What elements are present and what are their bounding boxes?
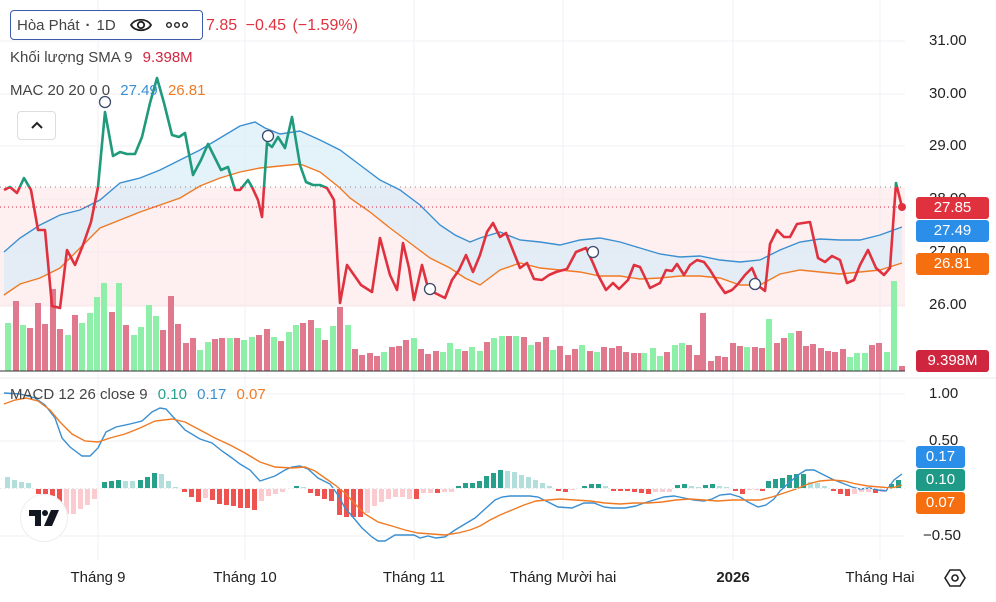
signal-line <box>3 397 903 536</box>
macd-legend-macd: 0.17 <box>197 386 227 403</box>
mac-upper-tag: 27.49 <box>916 220 989 242</box>
mac-legend-upper: 27.49 <box>120 82 158 99</box>
event-marker <box>423 282 437 296</box>
interval[interactable]: 1D <box>96 16 116 34</box>
event-marker <box>586 245 600 259</box>
price-change: −0.45 <box>245 17 287 34</box>
event-marker <box>98 95 112 109</box>
mac-upper-line <box>3 121 903 263</box>
hist-value-tag: 0.10 <box>916 469 965 491</box>
volume-tag: 9.398M <box>916 350 989 372</box>
more-horizontal-icon[interactable] <box>165 21 188 29</box>
time-label: Tháng Mười hai <box>509 569 617 586</box>
price-tick: 26.00 <box>929 296 967 313</box>
time-label: Tháng Hai <box>845 569 915 586</box>
event-markers <box>98 95 762 296</box>
macd-legend-hist: 0.10 <box>157 386 187 403</box>
time-label: Tháng 11 <box>382 569 446 586</box>
time-label-year: 2026 <box>716 569 750 586</box>
price-change-pct: (−1.59%) <box>292 17 358 34</box>
mac-legend-lower: 26.81 <box>167 82 206 99</box>
eye-icon[interactable] <box>129 17 152 33</box>
tradingview-logo[interactable] <box>20 494 68 542</box>
separator: · <box>85 16 91 34</box>
volume-legend[interactable]: Khối lượng SMA 9 9.398M <box>10 49 199 66</box>
last-price: 7.85 <box>206 17 238 34</box>
mac-legend-label: MAC 20 20 0 0 <box>10 82 111 99</box>
volume-legend-value: 9.398M <box>142 49 193 66</box>
macd-legend-label: MACD 12 26 close 9 <box>10 386 148 403</box>
volume-legend-label: Khối lượng SMA 9 <box>10 49 133 66</box>
macd-legend[interactable]: MACD 12 26 close 9 0.10 0.17 0.07 <box>10 386 272 403</box>
symbol-name: Hòa Phát <box>17 16 80 34</box>
mac-legend[interactable]: MAC 20 20 0 0 27.49 26.81 <box>10 82 212 99</box>
symbol-header[interactable]: Hòa Phát · 1D <box>10 10 203 40</box>
macd-histogram <box>5 470 901 517</box>
macd-tick: −0.50 <box>923 527 961 544</box>
price-tick: 31.00 <box>929 32 967 49</box>
close-price-tag: 27.85 <box>916 197 989 219</box>
mac-lower-tag: 26.81 <box>916 253 989 275</box>
event-marker <box>261 129 275 143</box>
macd-tick: 1.00 <box>929 385 959 402</box>
last-price-dot <box>898 203 906 211</box>
volume-bars <box>5 281 905 371</box>
event-marker <box>748 277 762 291</box>
time-label: Tháng 10 <box>213 569 277 586</box>
ohlc-change: 7.85 −0.45 (−1.59%) <box>206 17 358 35</box>
signal-value-tag: 0.07 <box>916 492 965 514</box>
chevron-up-icon <box>30 121 43 129</box>
settings-hexagon-icon[interactable] <box>944 568 966 593</box>
time-label: Tháng 9 <box>70 569 126 586</box>
macd-tick: 0.50 <box>929 432 959 449</box>
mac-envelope-fill <box>4 122 902 295</box>
price-tick: 30.00 <box>929 85 967 102</box>
macd-value-tag: 0.17 <box>916 446 965 468</box>
collapse-legend-button[interactable] <box>17 111 56 140</box>
macd-legend-signal: 0.07 <box>236 386 266 403</box>
macd-line <box>3 392 903 542</box>
price-tick: 29.00 <box>929 137 967 154</box>
mac-lower-line <box>3 163 903 296</box>
